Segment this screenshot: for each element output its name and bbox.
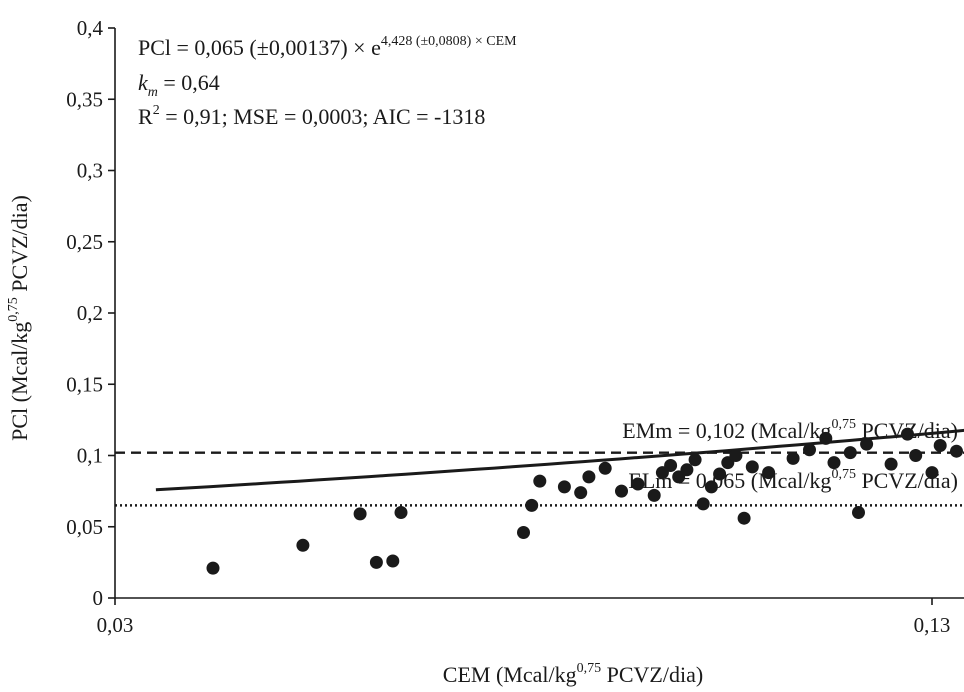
km-rest: = 0,64 xyxy=(158,70,220,95)
data-point xyxy=(615,484,628,498)
r2-r: R xyxy=(138,104,153,129)
y-tick-label: 0,3 xyxy=(77,159,103,183)
data-point xyxy=(745,460,759,474)
emm-label-tail: PCVZ/dia) xyxy=(856,418,958,443)
equation-exponent: 4,428 (±0,0808) × CEM xyxy=(381,34,517,49)
data-point xyxy=(786,451,800,465)
data-point xyxy=(394,506,408,519)
data-point xyxy=(852,506,865,519)
plot-layer xyxy=(115,427,964,575)
data-point xyxy=(664,459,678,472)
data-point xyxy=(598,461,612,475)
y-axis-title-main: PCl (Mcal/kg xyxy=(7,322,32,441)
data-point xyxy=(386,554,400,568)
y-tick-label: 0,1 xyxy=(77,444,103,468)
data-point xyxy=(713,467,727,481)
equation-lhs: PCl = 0,065 (±0,00137) × e xyxy=(138,35,381,60)
data-point xyxy=(582,470,596,484)
data-point xyxy=(206,561,220,575)
y-axis-title: PCl (Mcal/kg0,75 PCVZ/dia) xyxy=(6,195,32,441)
y-axis-title-tail: PCVZ/dia) xyxy=(7,195,32,297)
data-point xyxy=(517,526,530,539)
data-point xyxy=(574,486,588,500)
elm-label: ELm = 0,065 (Mcal/kg0,75 PCVZ/dia) xyxy=(628,467,958,493)
data-point xyxy=(933,439,947,452)
y-tick-label: 0,2 xyxy=(77,301,103,325)
data-point xyxy=(819,431,833,445)
data-point xyxy=(762,466,776,480)
data-point xyxy=(729,449,743,462)
data-point xyxy=(901,427,914,441)
fit-stats-annotation: R2 = 0,91; MSE = 0,0003; AIC = -1318 xyxy=(138,103,485,129)
km-annotation: km = 0,64 xyxy=(138,70,220,100)
x-axis-title-main: CEM (Mcal/kg xyxy=(443,662,577,687)
annotation-block: PCl = 0,065 (±0,00137) × e4,428 (±0,0808… xyxy=(138,34,517,129)
data-point xyxy=(843,446,857,460)
data-point xyxy=(925,466,939,480)
x-axis-title-tail: PCVZ/dia) xyxy=(601,662,703,687)
x-axis-title-sup: 0,75 xyxy=(577,661,602,676)
x-axis-title: CEM (Mcal/kg0,75 PCVZ/dia) xyxy=(443,661,703,687)
r2-rest: = 0,91; MSE = 0,0003; AIC = -1318 xyxy=(160,104,486,129)
data-point xyxy=(696,497,710,511)
elm-label-main: ELm = 0,065 (Mcal/kg xyxy=(628,468,831,493)
emm-label-main: EMm = 0,102 (Mcal/kg xyxy=(622,418,831,443)
data-point xyxy=(680,463,694,477)
y-axis-title-sup: 0,75 xyxy=(6,297,21,322)
x-tick-label: 0,03 xyxy=(97,613,134,637)
data-point xyxy=(631,477,645,491)
data-point xyxy=(353,507,367,521)
data-point xyxy=(950,444,963,458)
elm-label-sup: 0,75 xyxy=(831,467,856,482)
reference-line-labels: EMm = 0,102 (Mcal/kg0,75 PCVZ/dia) ELm =… xyxy=(622,417,958,493)
emm-label-sup: 0,75 xyxy=(831,417,856,432)
y-tick-label: 0,35 xyxy=(66,87,103,111)
data-points xyxy=(206,427,963,575)
emm-label: EMm = 0,102 (Mcal/kg0,75 PCVZ/dia) xyxy=(622,417,958,443)
data-point xyxy=(557,480,571,494)
equation-annotation: PCl = 0,065 (±0,00137) × e4,428 (±0,0808… xyxy=(138,34,517,60)
y-tick-label: 0,25 xyxy=(66,230,103,254)
data-point xyxy=(704,480,718,494)
r2-sup: 2 xyxy=(153,103,160,118)
data-point xyxy=(688,453,702,467)
fit-curve xyxy=(155,428,964,492)
reference-lines xyxy=(115,451,964,507)
data-point xyxy=(525,498,539,512)
x-ticks: 0,030,130,230,330,43 xyxy=(97,598,951,637)
axes: 0,030,130,230,330,43 00,050,10,150,20,25… xyxy=(66,16,964,637)
y-tick-label: 0,15 xyxy=(66,372,103,396)
data-point xyxy=(827,456,841,470)
data-point xyxy=(296,538,310,552)
elm-label-tail: PCVZ/dia) xyxy=(856,468,958,493)
x-tick-label: 0,13 xyxy=(914,613,951,637)
data-point xyxy=(533,474,547,488)
data-point xyxy=(803,443,816,457)
km-k: k xyxy=(138,70,149,95)
y-tick-label: 0 xyxy=(93,586,104,610)
y-ticks: 0 0,05 0,1 0,15 0,2 0,25 0,3 0,35 0,4 xyxy=(66,16,115,610)
data-point xyxy=(860,437,874,451)
y-tick-label: 0,4 xyxy=(77,16,104,40)
y-tick-label: 0,05 xyxy=(66,515,103,539)
data-point xyxy=(369,555,383,569)
data-point xyxy=(737,511,751,525)
data-point xyxy=(647,488,661,502)
data-point xyxy=(884,457,898,471)
km-sub: m xyxy=(148,85,158,100)
data-point xyxy=(909,449,923,462)
